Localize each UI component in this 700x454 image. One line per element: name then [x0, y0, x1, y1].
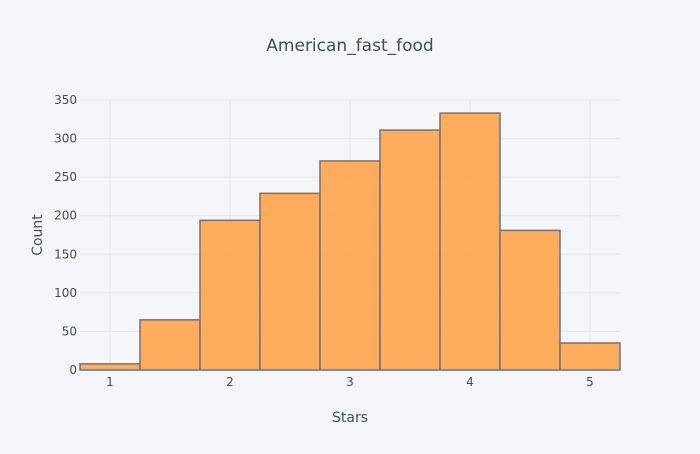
x-axis-ticks: 1 2 3 4 5 [106, 375, 594, 389]
chart-title: American_fast_food [266, 36, 433, 56]
y-tick-label: 350 [54, 93, 77, 107]
histogram-bar [139, 319, 201, 371]
x-tick-label: 2 [226, 375, 234, 389]
x-tick-label: 1 [106, 375, 114, 389]
x-tick-label: 3 [346, 375, 354, 389]
histogram-bar [79, 363, 141, 371]
y-axis-ticks: 0 50 100 150 200 250 300 350 [54, 93, 77, 377]
y-tick-label: 100 [54, 286, 77, 300]
histogram-bar [379, 129, 441, 371]
y-tick-label: 0 [69, 363, 77, 377]
histogram-bar [439, 112, 501, 371]
x-tick-label: 5 [586, 375, 594, 389]
histogram-bar [499, 229, 561, 371]
histogram-bar [259, 192, 321, 371]
histogram-bar [319, 160, 381, 371]
y-tick-label: 250 [54, 170, 77, 184]
histogram-bar [559, 342, 621, 371]
x-axis-title: Stars [332, 410, 368, 426]
y-axis-title: Count [30, 214, 46, 256]
y-tick-label: 50 [62, 324, 77, 338]
y-tick-label: 300 [54, 132, 77, 146]
y-tick-label: 150 [54, 247, 77, 261]
histogram-bar [199, 219, 261, 371]
y-tick-label: 200 [54, 209, 77, 223]
bars [79, 112, 621, 371]
x-tick-label: 4 [466, 375, 474, 389]
